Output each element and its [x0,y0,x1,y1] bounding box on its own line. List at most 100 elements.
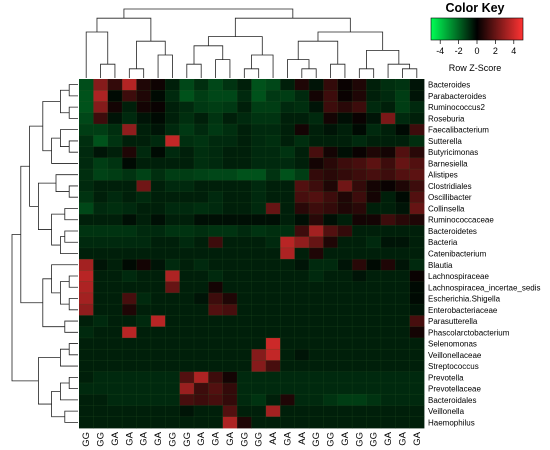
heatmap-cell [366,326,382,339]
heatmap-cell [251,124,267,136]
row-label: Veillonellaceae [428,351,482,360]
row-label: Phascolarctobacterium [428,328,510,337]
heatmap-cell [323,315,339,328]
heatmap-cell [309,191,324,204]
heatmap-cell [251,405,267,418]
heatmap-cell [222,360,238,373]
heatmap-cell [366,259,382,271]
heatmap-cell [79,292,94,305]
heatmap-cell [251,270,267,283]
row-labels: Bacteroides Parabacteroides Ruminococcus2 R… [428,81,541,428]
heatmap-cell [323,259,339,271]
heatmap-cell [136,349,152,361]
heatmap-cell [237,146,252,159]
heatmap-cell [150,292,166,305]
heatmap-cell [294,191,310,204]
heatmap-cell [323,180,339,192]
heatmap-cell [380,180,396,192]
heatmap-cell [122,304,137,316]
heatmap-cell [165,202,181,215]
heatmap-cell [222,337,238,350]
heatmap-cell [136,214,152,226]
heatmap-cell [107,304,123,316]
heatmap-cell [208,101,224,114]
heatmap-cell [395,326,411,339]
heatmap-cell [309,326,324,339]
heatmap-cell [107,247,123,260]
column-label: GA [282,431,293,445]
heatmap-cell [265,90,281,102]
heatmap-cell [309,247,324,260]
heatmap-cell [280,405,296,418]
heatmap-cell [150,101,166,114]
dendrogram-branch [157,54,173,78]
heatmap-cell [309,292,324,305]
heatmap-cell [409,326,425,339]
heatmap-cell [366,90,382,102]
heatmap-cell [179,202,195,215]
heatmap-cell [409,157,425,170]
heatmap-cell [79,101,94,114]
heatmap-cell [265,112,281,125]
heatmap-cell [150,146,166,159]
heatmap-cell [251,360,267,373]
heatmap-cell [366,236,382,249]
heatmap-cell [395,371,411,384]
heatmap-cell [165,124,181,136]
heatmap-cell [323,326,339,339]
heatmap-cell [280,169,296,181]
heatmap-cell [409,146,425,159]
heatmap-cell [136,360,152,373]
heatmap-cell [251,79,267,91]
dendrogram-branch [243,68,260,78]
heatmap-cell [107,79,123,91]
heatmap-cell [280,292,296,305]
dendrogram-branch [38,357,61,405]
heatmap-cell [265,405,281,418]
heatmap-cell [251,281,267,294]
heatmap-cell [323,292,339,305]
heatmap-cell [208,394,224,406]
heatmap-cell [409,214,425,226]
row-label: Faecalibacterium [428,126,489,135]
heatmap-cell [380,405,396,418]
heatmap-cell [93,394,109,406]
heatmap-cell [165,214,181,226]
heatmap-cell [179,382,195,395]
heatmap-cell [380,135,396,147]
heatmap-cell [280,337,296,350]
heatmap-cell [122,394,137,406]
heatmap-cell [294,405,310,418]
heatmap-cell [395,112,411,125]
heatmap-cell [309,124,324,136]
heatmap-cell [93,405,109,418]
color-key-tick-label: 2 [493,46,498,56]
dendrogram-branch [100,63,116,78]
heatmap-cell [294,292,310,305]
heatmap-cell [208,169,224,181]
heatmap-cell [79,360,94,373]
heatmap-cell [179,416,195,429]
heatmap-cell [150,90,166,102]
heatmap-cell [265,281,281,294]
heatmap-cell [323,337,339,350]
heatmap-cell [237,349,252,361]
heatmap-cell [165,416,181,429]
heatmap-cell [237,90,252,102]
heatmap-cell [409,337,425,350]
heatmap-cell [150,191,166,204]
heatmap-cell [136,79,152,91]
heatmap-cell [208,90,224,102]
heatmap-cell [165,292,181,305]
heatmap-cell [208,270,224,283]
heatmap-cell [237,124,252,136]
heatmap-cell [280,304,296,316]
heatmap-cell [395,90,411,102]
heatmap-cell [323,371,339,384]
heatmap-cell [323,349,339,361]
dendrogram-branch [38,182,56,230]
heatmap-cell [179,124,195,136]
heatmap-cell [179,315,195,328]
heatmap-cell [136,315,152,328]
heatmap-cell [251,247,267,260]
